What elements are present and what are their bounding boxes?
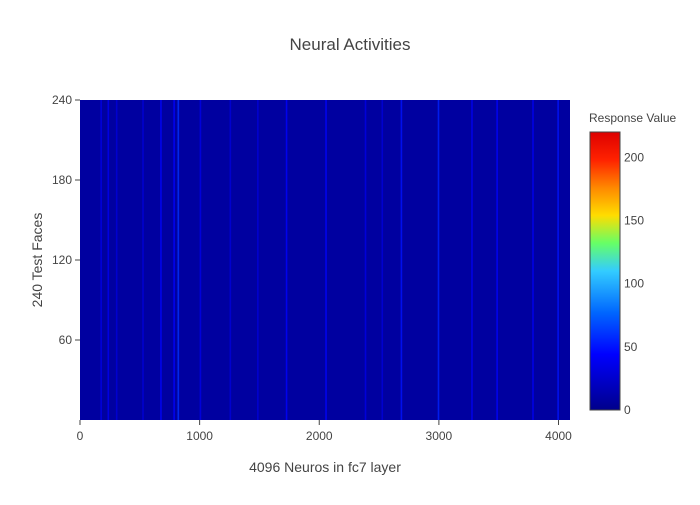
heatmap-column-9: [257, 100, 259, 420]
heatmap-column-0: [100, 100, 102, 420]
x-axis-ticks: 0 1000 2000 3000 4000: [77, 420, 572, 443]
heatmap-column-10: [285, 100, 288, 420]
x-tick-label: 3000: [426, 429, 453, 443]
heatmap-column-19: [557, 100, 559, 420]
heatmap-column-5: [173, 100, 175, 420]
y-tick-label: 60: [59, 333, 73, 347]
colorbar-tick-label: 150: [624, 213, 644, 227]
heatmap-column-4: [160, 100, 162, 420]
heatmap-column-15: [437, 100, 440, 420]
heatmap-column-18: [532, 100, 534, 420]
heatmap-column-8: [229, 100, 232, 420]
heatmap-column-11: [325, 100, 327, 420]
heatmap-column-6: [177, 100, 180, 420]
heatmap-column-7: [199, 100, 202, 420]
heatmap-column-1: [107, 100, 110, 420]
heatmap-plot-area: [80, 100, 570, 420]
x-tick-label: 4000: [545, 429, 572, 443]
colorbar-ticks: 0 50 100 150 200: [624, 150, 644, 417]
x-axis-label: 4096 Neuros in fc7 layer: [249, 459, 401, 475]
colorbar-tick-label: 50: [624, 340, 638, 354]
y-axis-ticks: 60 120 180 240: [52, 93, 80, 347]
y-axis-label: 240 Test Faces: [29, 213, 45, 308]
x-tick-label: 1000: [186, 429, 213, 443]
colorbar-tick-label: 0: [624, 403, 631, 417]
colorbar-tick-label: 100: [624, 277, 644, 291]
colorbar-tick-label: 200: [624, 150, 644, 164]
heatmap-column-17: [496, 100, 498, 420]
heatmap-column-13: [381, 100, 384, 420]
heatmap-column-12: [364, 100, 367, 420]
heatmap-column-3: [142, 100, 144, 420]
heatmap-column-14: [400, 100, 403, 420]
x-tick-label: 0: [77, 429, 84, 443]
colorbar-title: Response Value: [589, 111, 676, 125]
colorbar-gradient: [589, 131, 621, 411]
y-tick-label: 120: [52, 253, 72, 267]
x-tick-label: 2000: [306, 429, 333, 443]
y-tick-label: 180: [52, 173, 72, 187]
heatmap-column-2: [115, 100, 118, 420]
y-tick-label: 240: [52, 93, 72, 107]
colorbar: Response Value 0 50 100 150 200: [589, 111, 676, 417]
heatmap-column-16: [471, 100, 473, 420]
chart-title: Neural Activities: [290, 35, 411, 54]
